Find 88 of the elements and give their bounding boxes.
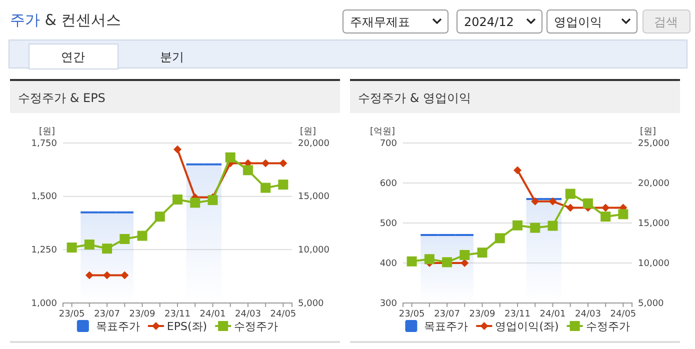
y2-tick-label: 5,000 [298, 298, 324, 309]
x-tick-label: 24/05 [610, 309, 636, 320]
y2-tick-label: 10,000 [638, 258, 670, 269]
y-tick-label: 300 [380, 298, 398, 309]
x-tick-label: 23/09 [469, 309, 496, 320]
point [208, 195, 218, 206]
legend-label: 목표주가 [424, 320, 468, 333]
point [120, 234, 130, 244]
point [460, 259, 469, 267]
y-tick-label: 1,500 [31, 192, 58, 202]
chart-title: 수정주가 & EPS [18, 91, 106, 105]
point [190, 198, 200, 208]
x-tick-label: 23/05 [398, 309, 425, 320]
point [66, 242, 77, 253]
point [477, 248, 488, 258]
y2-tick-label: 15,000 [638, 218, 670, 229]
legend-label: 목표주가 [96, 320, 140, 333]
y-axis-title: [억원] [370, 127, 395, 137]
point [514, 166, 522, 174]
y2-tick-label: 15,000 [298, 192, 330, 202]
point [494, 233, 505, 244]
y-axis-title: [원] [38, 127, 55, 137]
y-tick-label: 500 [380, 218, 398, 229]
y2-tick-label: 20,000 [638, 178, 670, 189]
text: 검색 [654, 15, 678, 29]
point [548, 220, 558, 231]
point [242, 165, 253, 176]
point [530, 222, 540, 233]
point [154, 212, 165, 222]
point [602, 204, 610, 212]
text: 연간 [61, 50, 85, 64]
point [618, 209, 628, 220]
point [260, 182, 271, 193]
point [566, 204, 574, 212]
point [424, 254, 434, 264]
y2-axis-title: [원] [300, 127, 316, 137]
point [84, 240, 94, 250]
point [102, 244, 112, 254]
text: 주가 & 컨센서스 [10, 11, 122, 29]
y2-axis-title: [원] [640, 127, 656, 137]
point [531, 197, 540, 206]
point [406, 256, 417, 266]
y-tick-label: 1,250 [31, 246, 58, 256]
text: 영업이익 [554, 15, 602, 29]
text: 2024/12 [464, 15, 514, 29]
point [279, 159, 288, 168]
x-tick-label: 23/07 [434, 309, 460, 320]
point [582, 198, 593, 208]
x-tick-label: 23/07 [94, 309, 120, 320]
point [120, 271, 129, 280]
y-tick-label: 600 [380, 178, 398, 189]
legend-label: 영업이익(좌) [495, 320, 559, 333]
point [172, 194, 182, 205]
legend-label: EPS(좌) [166, 320, 208, 333]
point [137, 230, 148, 241]
x-tick-label: 24/01 [540, 309, 566, 320]
point [85, 271, 94, 280]
point [174, 145, 182, 154]
x-tick-label: 23/05 [58, 309, 85, 320]
x-tick-label: 24/05 [270, 309, 296, 320]
x-tick-label: 23/11 [504, 309, 530, 320]
y2-tick-label: 20,000 [298, 138, 330, 149]
y-tick-label: 1,000 [31, 298, 58, 309]
x-tick-label: 24/03 [574, 309, 601, 320]
x-tick-label: 24/03 [234, 309, 261, 320]
x-tick-label: 23/11 [164, 309, 190, 320]
point [278, 180, 288, 190]
y-tick-label: 1,750 [31, 138, 58, 149]
point [262, 159, 270, 168]
point [565, 188, 576, 199]
x-tick-label: 23/09 [129, 309, 156, 320]
y2-tick-label: 25,000 [638, 138, 670, 149]
point [512, 220, 522, 230]
y2-tick-label: 10,000 [298, 246, 330, 256]
y-tick-label: 700 [380, 138, 398, 149]
point [225, 152, 236, 162]
point [600, 212, 611, 222]
y-tick-label: 400 [380, 258, 398, 269]
text: 분기 [160, 50, 184, 64]
text: 주재무제표 [350, 15, 410, 29]
point [103, 271, 112, 280]
x-tick-label: 24/01 [200, 309, 226, 320]
point [460, 250, 470, 260]
y2-tick-label: 5,000 [638, 298, 664, 309]
point [548, 197, 557, 206]
legend-label: 수정주가 [586, 320, 630, 333]
chart-title: 수정주가 & 영업이익 [358, 91, 471, 105]
legend-label: 수정주가 [234, 320, 278, 333]
